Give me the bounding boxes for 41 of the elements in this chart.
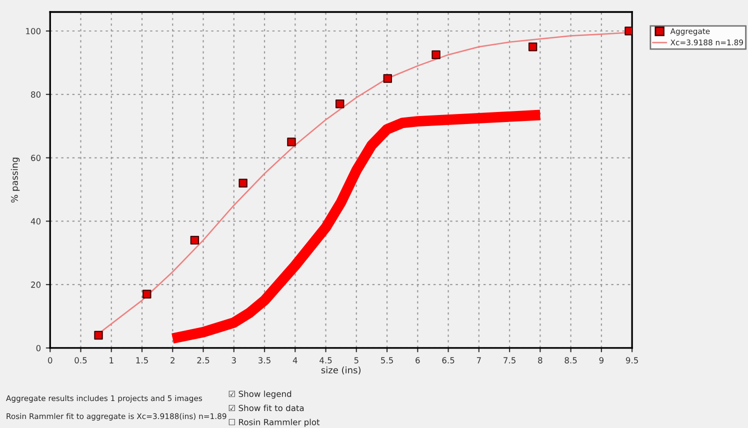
x-tick-label: 4	[292, 357, 298, 364]
x-tick-label: 8	[538, 357, 542, 364]
y-tick-label: 100	[26, 28, 41, 34]
point	[528, 42, 538, 52]
x-tick-label: 0.5	[74, 357, 87, 364]
point	[336, 100, 344, 108]
x-tick-label: 5	[354, 357, 358, 364]
text: ☐ Rosin Rammler plot	[228, 418, 320, 427]
y-tick-label: 0	[36, 344, 41, 352]
x-tick-label: 7	[476, 357, 481, 364]
x-axis-title: size (ins)	[321, 366, 360, 374]
y-tick-label: 40	[30, 218, 41, 224]
x-tick-label: 9.5	[626, 357, 638, 364]
x-tick-label: 5.5	[381, 357, 393, 364]
point	[238, 178, 248, 188]
text: ☑ Show legend	[228, 390, 292, 399]
x-tick-label: 1	[110, 357, 114, 364]
point	[624, 26, 632, 36]
x-tick-label: 2	[170, 357, 174, 364]
x-tick-label: 9	[599, 357, 604, 364]
text: ☑ Show fit to data	[228, 404, 304, 412]
x-tick-label: 6.5	[442, 357, 454, 364]
x-tick-label: 6	[416, 357, 420, 364]
x-tick-label: 3	[232, 357, 236, 364]
point	[94, 330, 103, 340]
point	[142, 290, 152, 298]
x-tick-label: 4.5	[320, 357, 332, 364]
x-tick-label: 7.5	[504, 357, 516, 364]
y-tick-label: 20	[31, 282, 41, 288]
x-tick-label: 8.5	[564, 357, 577, 364]
point	[190, 236, 200, 245]
x-tick-label: 3.5	[258, 357, 270, 364]
y-axis-title: % passing	[10, 158, 20, 203]
x-tick-label: 0	[48, 357, 52, 364]
y-tick-label: 80	[31, 91, 41, 98]
x-tick-label: 2.5	[197, 357, 210, 364]
x-tick-label: 1.5	[136, 357, 148, 364]
point	[383, 74, 392, 83]
y-tick-label: 60	[31, 154, 41, 162]
point	[287, 138, 296, 146]
point	[432, 50, 440, 60]
